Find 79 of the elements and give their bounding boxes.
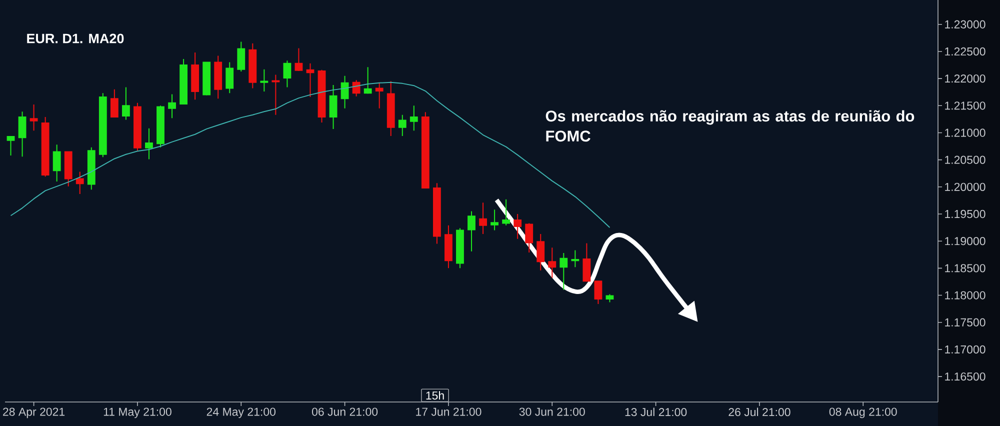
candlestick [18,111,26,158]
x-tick-label: 28 Apr 2021 [3,408,65,418]
candlestick [386,80,395,136]
candlestick [248,42,257,89]
candlestick [156,105,164,148]
candlestick [329,84,338,130]
candlestick [364,66,372,94]
candlestick [145,128,153,160]
y-tick-label: 1.17000 [945,345,986,354]
y-tick-label: 1.18500 [945,264,986,272]
candlestick [375,82,384,109]
candlestick [122,86,130,120]
annotation: Os mercados não reagiram as atas de reunião do FOMC [546,110,914,142]
candlestick [560,252,568,290]
x-tick-label: 08 Aug 21:00 [829,408,897,418]
candlestick [260,68,268,92]
annotation: 15h [426,391,444,400]
candlestick [306,62,314,98]
y-tick-label: 1.16500 [945,372,986,381]
y-tick-label: 1.19500 [945,210,986,218]
candlestick [272,74,280,116]
y-tick-label: 1.23000 [945,20,986,28]
x-tick-label: 24 May 21:00 [206,408,276,418]
y-tick-label: 1.20500 [945,156,986,164]
candlestick [525,222,534,253]
y-tick-label: 1.20000 [945,182,986,191]
candlestick [64,151,72,187]
y-tick-label: 1.21500 [945,102,986,110]
candlestick [52,144,61,182]
candlestick [432,182,441,244]
x-tick-label: 13 Jul 21:00 [625,408,687,416]
candlestick [202,61,211,96]
candlestick [444,224,452,269]
candlestick [98,92,107,158]
candlestick [226,62,234,94]
candlestick [340,75,349,109]
text: EUR. D1. MA20 [27,34,124,44]
candlestick [110,88,118,118]
candlestick [283,60,292,88]
y-tick-label: 1.22500 [945,47,986,56]
x-tick-label: 11 May 21:00 [104,408,172,418]
candlestick [479,202,487,235]
candlestick [606,294,614,303]
x-tick-label: 30 Jun 21:00 [519,408,585,416]
candlestick [502,198,510,226]
candlestick [41,116,50,178]
candlestick [571,250,580,268]
y-tick-label: 1.17500 [945,318,986,326]
y-tick-label: 1.18000 [945,291,986,300]
x-tick-label: 17 Jun 21:00 [416,408,482,416]
candlestick [294,48,303,72]
candlestick [134,102,142,152]
candlestick [456,228,464,269]
candlestick [30,104,38,132]
candlestick [87,146,96,190]
candlestick [594,280,602,304]
candlestick [318,69,326,123]
y-tick-label: 1.21000 [945,128,986,137]
x-tick-label: 26 Jul 21:00 [728,408,790,416]
candlestick [514,214,522,240]
candlestick [6,135,15,156]
candlestick [191,52,200,100]
candlestick [76,171,84,194]
candlestick [548,247,556,278]
candlestick [168,94,176,119]
candlestick [490,209,498,231]
candlestick [421,112,430,190]
candlestick [536,234,545,271]
candlestick [237,41,246,72]
candlestick [468,210,476,252]
candlestick [214,55,222,100]
candlestick [410,105,418,132]
candlestick [582,242,591,282]
candlestick [398,114,406,136]
candlestick [352,80,360,97]
candlestick [180,58,188,106]
y-tick-label: 1.19000 [945,237,986,246]
x-tick-label: 06 Jun 21:00 [312,408,378,416]
y-tick-label: 1.22000 [945,74,986,83]
